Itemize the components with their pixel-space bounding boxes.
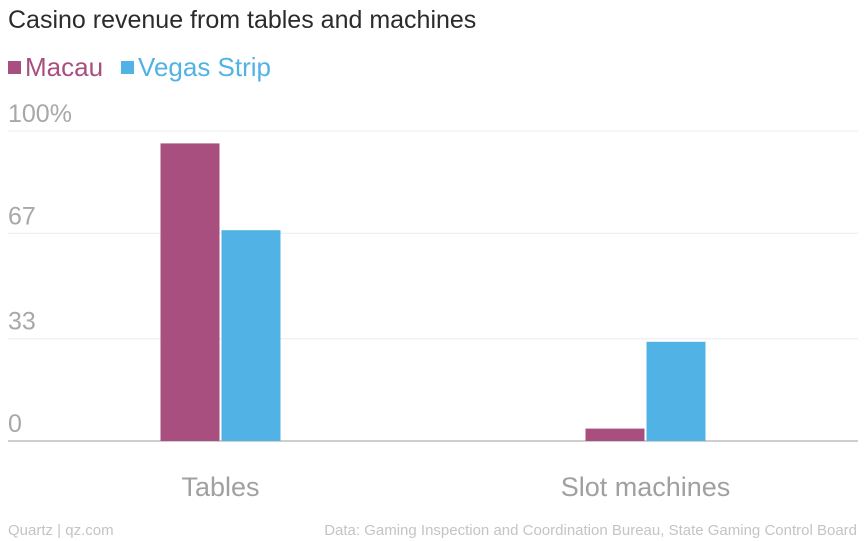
bar-vegas-strip-slot-machines [646, 341, 706, 441]
y-tick-label: 33 [8, 308, 36, 336]
bar-vegas-strip-tables [221, 230, 281, 441]
bar-macau-slot-machines [585, 428, 645, 441]
bar-macau-tables [160, 143, 220, 441]
x-tick-label: Tables [181, 472, 259, 502]
chart-title: Casino revenue from tables and machines [8, 6, 477, 34]
legend-label-macau: Macau [25, 52, 104, 82]
y-tick-label: 67 [8, 202, 36, 230]
legend-swatch-vegas-strip [121, 61, 135, 74]
footer-source-brand: Quartz | qz.com [8, 522, 114, 539]
chart-legend: Macau Vegas Strip [8, 52, 289, 83]
footer-data-credit: Data: Gaming Inspection and Coordination… [324, 522, 857, 539]
legend-item-macau: Macau [8, 52, 103, 83]
legend-item-vegas-strip: Vegas Strip [121, 52, 271, 83]
legend-label-vegas-strip: Vegas Strip [138, 52, 272, 82]
y-tick-label: 0 [8, 410, 22, 438]
legend-swatch-macau [8, 61, 21, 74]
x-tick-label: Slot machines [561, 472, 731, 502]
y-tick-label: 100% [8, 100, 72, 128]
